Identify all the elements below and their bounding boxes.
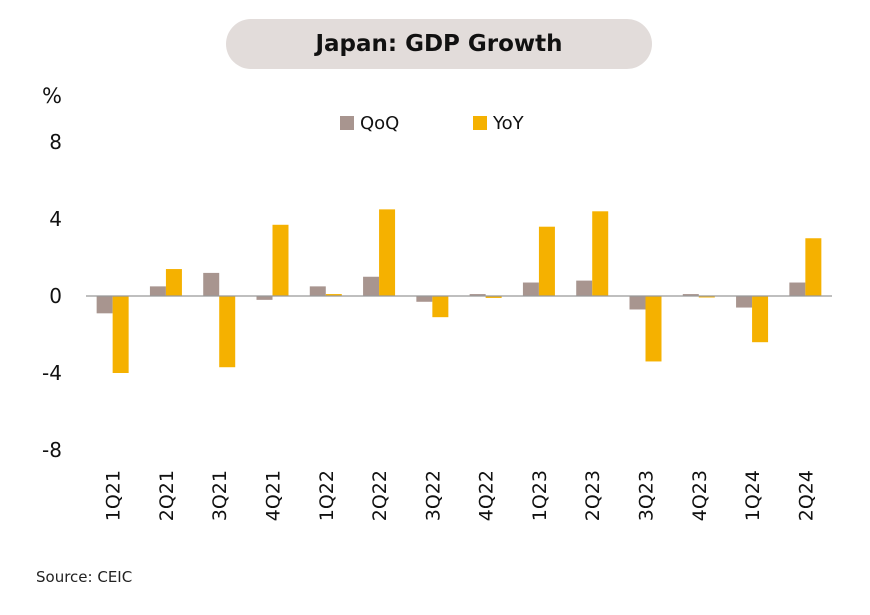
bar-qoq-1q23 — [522, 282, 539, 296]
bar-qoq-4q23 — [682, 294, 699, 296]
bar-qoq-1q22 — [309, 286, 326, 296]
bar-yoy-1q21 — [112, 296, 129, 373]
bar-qoq-2q22 — [363, 276, 380, 296]
bar-qoq-1q24 — [736, 296, 753, 308]
x-tick-label: 1Q23 — [529, 470, 551, 521]
bar-series — [96, 209, 822, 373]
y-tick-label: -4 — [42, 361, 62, 385]
bar-qoq-2q21 — [149, 286, 166, 296]
legend: QoQ YoY — [340, 113, 525, 134]
bar-qoq-3q22 — [416, 296, 433, 302]
bar-qoq-3q21 — [203, 272, 220, 296]
bar-qoq-4q21 — [256, 296, 273, 300]
bar-yoy-1q23 — [538, 226, 555, 296]
bar-qoq-3q23 — [629, 296, 646, 310]
bar-qoq-2q23 — [576, 280, 593, 296]
y-axis-ticks: 8 4 0 -4 -8 — [42, 130, 62, 462]
x-tick-label: 1Q22 — [316, 470, 338, 521]
x-tick-label: 1Q24 — [742, 470, 764, 521]
bar-qoq-1q21 — [96, 296, 113, 314]
bar-yoy-2q24 — [805, 238, 822, 296]
x-tick-label: 2Q22 — [369, 470, 391, 521]
bar-yoy-3q21 — [219, 296, 236, 368]
bar-yoy-3q22 — [432, 296, 449, 318]
bar-qoq-2q24 — [789, 282, 806, 296]
bar-yoy-4q23 — [698, 296, 715, 298]
legend-label-yoy: YoY — [492, 113, 525, 134]
chart-title-banner: Japan: GDP Growth — [226, 19, 652, 69]
x-tick-label: 3Q21 — [209, 470, 231, 521]
y-tick-label: 0 — [49, 284, 62, 308]
x-tick-label: 3Q22 — [422, 470, 444, 521]
legend-swatch-qoq — [340, 116, 354, 130]
x-tick-label: 4Q21 — [263, 470, 285, 521]
x-tick-label: 3Q23 — [636, 470, 658, 521]
bar-yoy-1q24 — [752, 296, 769, 343]
x-tick-label: 2Q24 — [795, 470, 817, 521]
bar-yoy-3q23 — [645, 296, 662, 362]
bar-yoy-2q23 — [592, 211, 609, 296]
x-tick-label: 2Q23 — [582, 470, 604, 521]
bar-qoq-4q22 — [469, 294, 486, 296]
chart-title: Japan: GDP Growth — [315, 31, 563, 57]
x-tick-label: 4Q23 — [689, 470, 711, 521]
bar-yoy-1q22 — [325, 294, 342, 296]
source-note: Source: CEIC — [36, 568, 133, 586]
bar-yoy-4q22 — [485, 296, 502, 298]
bar-yoy-2q21 — [165, 269, 182, 296]
x-tick-label: 2Q21 — [156, 470, 178, 521]
legend-label-qoq: QoQ — [360, 113, 399, 134]
bar-yoy-4q21 — [272, 224, 289, 296]
y-axis-unit-label: % — [42, 84, 62, 108]
bar-yoy-2q22 — [379, 209, 396, 296]
y-tick-label: 4 — [49, 207, 62, 231]
y-tick-label: 8 — [49, 130, 62, 154]
x-axis-categories: 1Q21 2Q21 3Q21 4Q21 1Q22 2Q22 3Q22 4Q22 1Q23 2Q23… — [103, 470, 818, 521]
x-tick-label: 4Q22 — [476, 470, 498, 521]
y-tick-label: -8 — [42, 438, 62, 462]
legend-swatch-yoy — [473, 116, 487, 130]
x-tick-label: 1Q21 — [103, 470, 125, 521]
